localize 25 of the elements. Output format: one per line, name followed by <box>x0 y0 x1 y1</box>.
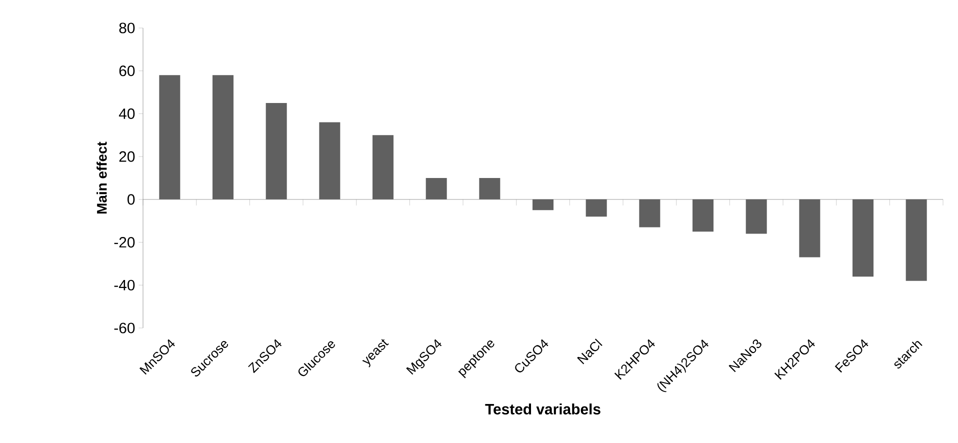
bar <box>372 135 394 200</box>
bar <box>906 199 927 281</box>
y-tick-label: 80 <box>119 22 135 34</box>
bar <box>639 199 660 228</box>
y-tick-label: 60 <box>119 66 135 76</box>
bar <box>159 75 180 200</box>
bar <box>852 199 874 277</box>
bar <box>212 75 234 200</box>
y-tick-label: 20 <box>119 151 135 162</box>
y-tick-label: 0 <box>128 194 135 205</box>
bar <box>799 199 820 258</box>
bar <box>266 102 287 200</box>
bar <box>692 199 714 232</box>
bar <box>319 122 340 200</box>
y-tick-label: -40 <box>114 280 135 290</box>
bar <box>586 199 607 217</box>
bar <box>426 178 447 200</box>
y-tick-label: -20 <box>114 236 135 248</box>
x-axis-title: Tested variabels <box>485 404 600 414</box>
bar <box>532 199 554 210</box>
bar <box>479 178 500 200</box>
y-tick-label: -60 <box>114 322 135 334</box>
y-tick-label: 40 <box>118 108 135 119</box>
y-axis-title: Main effect <box>96 142 107 214</box>
bar <box>746 199 767 234</box>
